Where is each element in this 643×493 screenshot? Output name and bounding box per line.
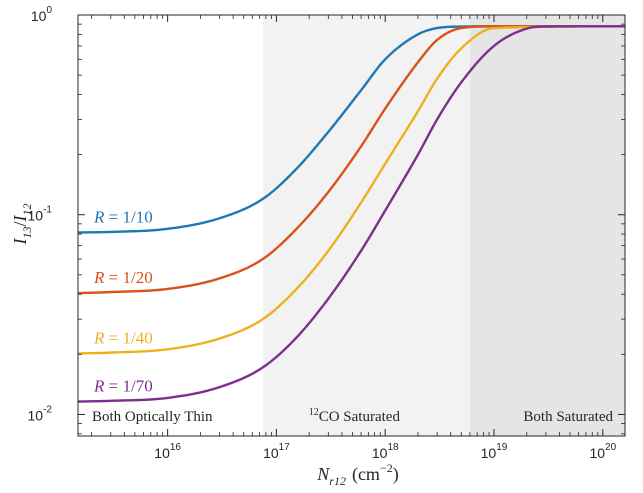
series-label: R = 1/70 bbox=[93, 377, 153, 396]
region-label-text: CO Saturated bbox=[319, 409, 401, 425]
x-tick-label: 1016 bbox=[154, 442, 181, 461]
y-tick-base: 10 bbox=[28, 407, 44, 423]
x-tick-label: 1019 bbox=[481, 442, 508, 461]
series-label-eq: = 1/10 bbox=[104, 207, 152, 226]
region-band bbox=[78, 15, 263, 436]
x-tick-exp: 17 bbox=[279, 442, 291, 453]
series-line bbox=[77, 25, 626, 355]
series-lines bbox=[77, 25, 626, 403]
region-band bbox=[469, 15, 625, 436]
x-tick-base: 10 bbox=[263, 445, 279, 461]
series-label-var: R bbox=[93, 328, 105, 347]
region-labels: Both Optically Thin 12CO Saturated Both Sa… bbox=[92, 407, 613, 425]
x-axis-label: Nr12 (cm−2) bbox=[316, 461, 398, 488]
series-label: R = 1/10 bbox=[93, 207, 153, 226]
y-tick-exp: -1 bbox=[43, 205, 52, 216]
series-label-var: R bbox=[93, 268, 105, 287]
y-tick-exp: -2 bbox=[43, 404, 52, 415]
y-tick-base: 10 bbox=[31, 8, 47, 24]
x-tick-label: 1017 bbox=[263, 442, 290, 461]
series-labels: R = 1/10R = 1/20R = 1/40R = 1/70 bbox=[93, 207, 153, 395]
series-label-var: R bbox=[93, 377, 105, 396]
x-tick-base: 10 bbox=[372, 445, 388, 461]
series-label-eq: = 1/70 bbox=[104, 377, 152, 396]
region-label: Both Saturated bbox=[523, 409, 613, 425]
series-label-eq: = 1/20 bbox=[104, 268, 152, 287]
axes-box bbox=[77, 14, 626, 437]
y-tick-label: 10-2 bbox=[28, 404, 53, 423]
y-tick-base: 10 bbox=[28, 208, 44, 224]
y-tick-label: 10-1 bbox=[28, 205, 53, 224]
y-axis-label: I13/I12 bbox=[10, 203, 34, 245]
y-tick-label: 100 bbox=[31, 5, 53, 24]
x-tick-exp: 20 bbox=[605, 442, 617, 453]
series-label: R = 1/20 bbox=[93, 268, 153, 287]
x-tick-label: 1020 bbox=[589, 442, 616, 461]
series-label: R = 1/40 bbox=[93, 328, 153, 347]
region-backgrounds bbox=[78, 15, 625, 436]
series-line bbox=[77, 25, 625, 403]
x-tick-base: 10 bbox=[589, 445, 605, 461]
x-tick-base: 10 bbox=[154, 445, 170, 461]
region-label: 12CO Saturated bbox=[309, 407, 401, 425]
region-label-sup: 12 bbox=[309, 407, 319, 418]
series-label-eq: = 1/40 bbox=[104, 328, 152, 347]
series-line bbox=[77, 25, 625, 295]
series-label-var: R bbox=[93, 207, 105, 226]
region-label: Both Optically Thin bbox=[92, 409, 213, 425]
x-tick-base: 10 bbox=[481, 445, 497, 461]
x-tick-exp: 18 bbox=[387, 442, 399, 453]
y-tick-exp: 0 bbox=[46, 5, 52, 16]
series-line bbox=[77, 25, 625, 234]
x-tick-label: 1018 bbox=[372, 442, 399, 461]
x-tick-exp: 16 bbox=[170, 442, 182, 453]
x-tick-exp: 19 bbox=[496, 442, 508, 453]
